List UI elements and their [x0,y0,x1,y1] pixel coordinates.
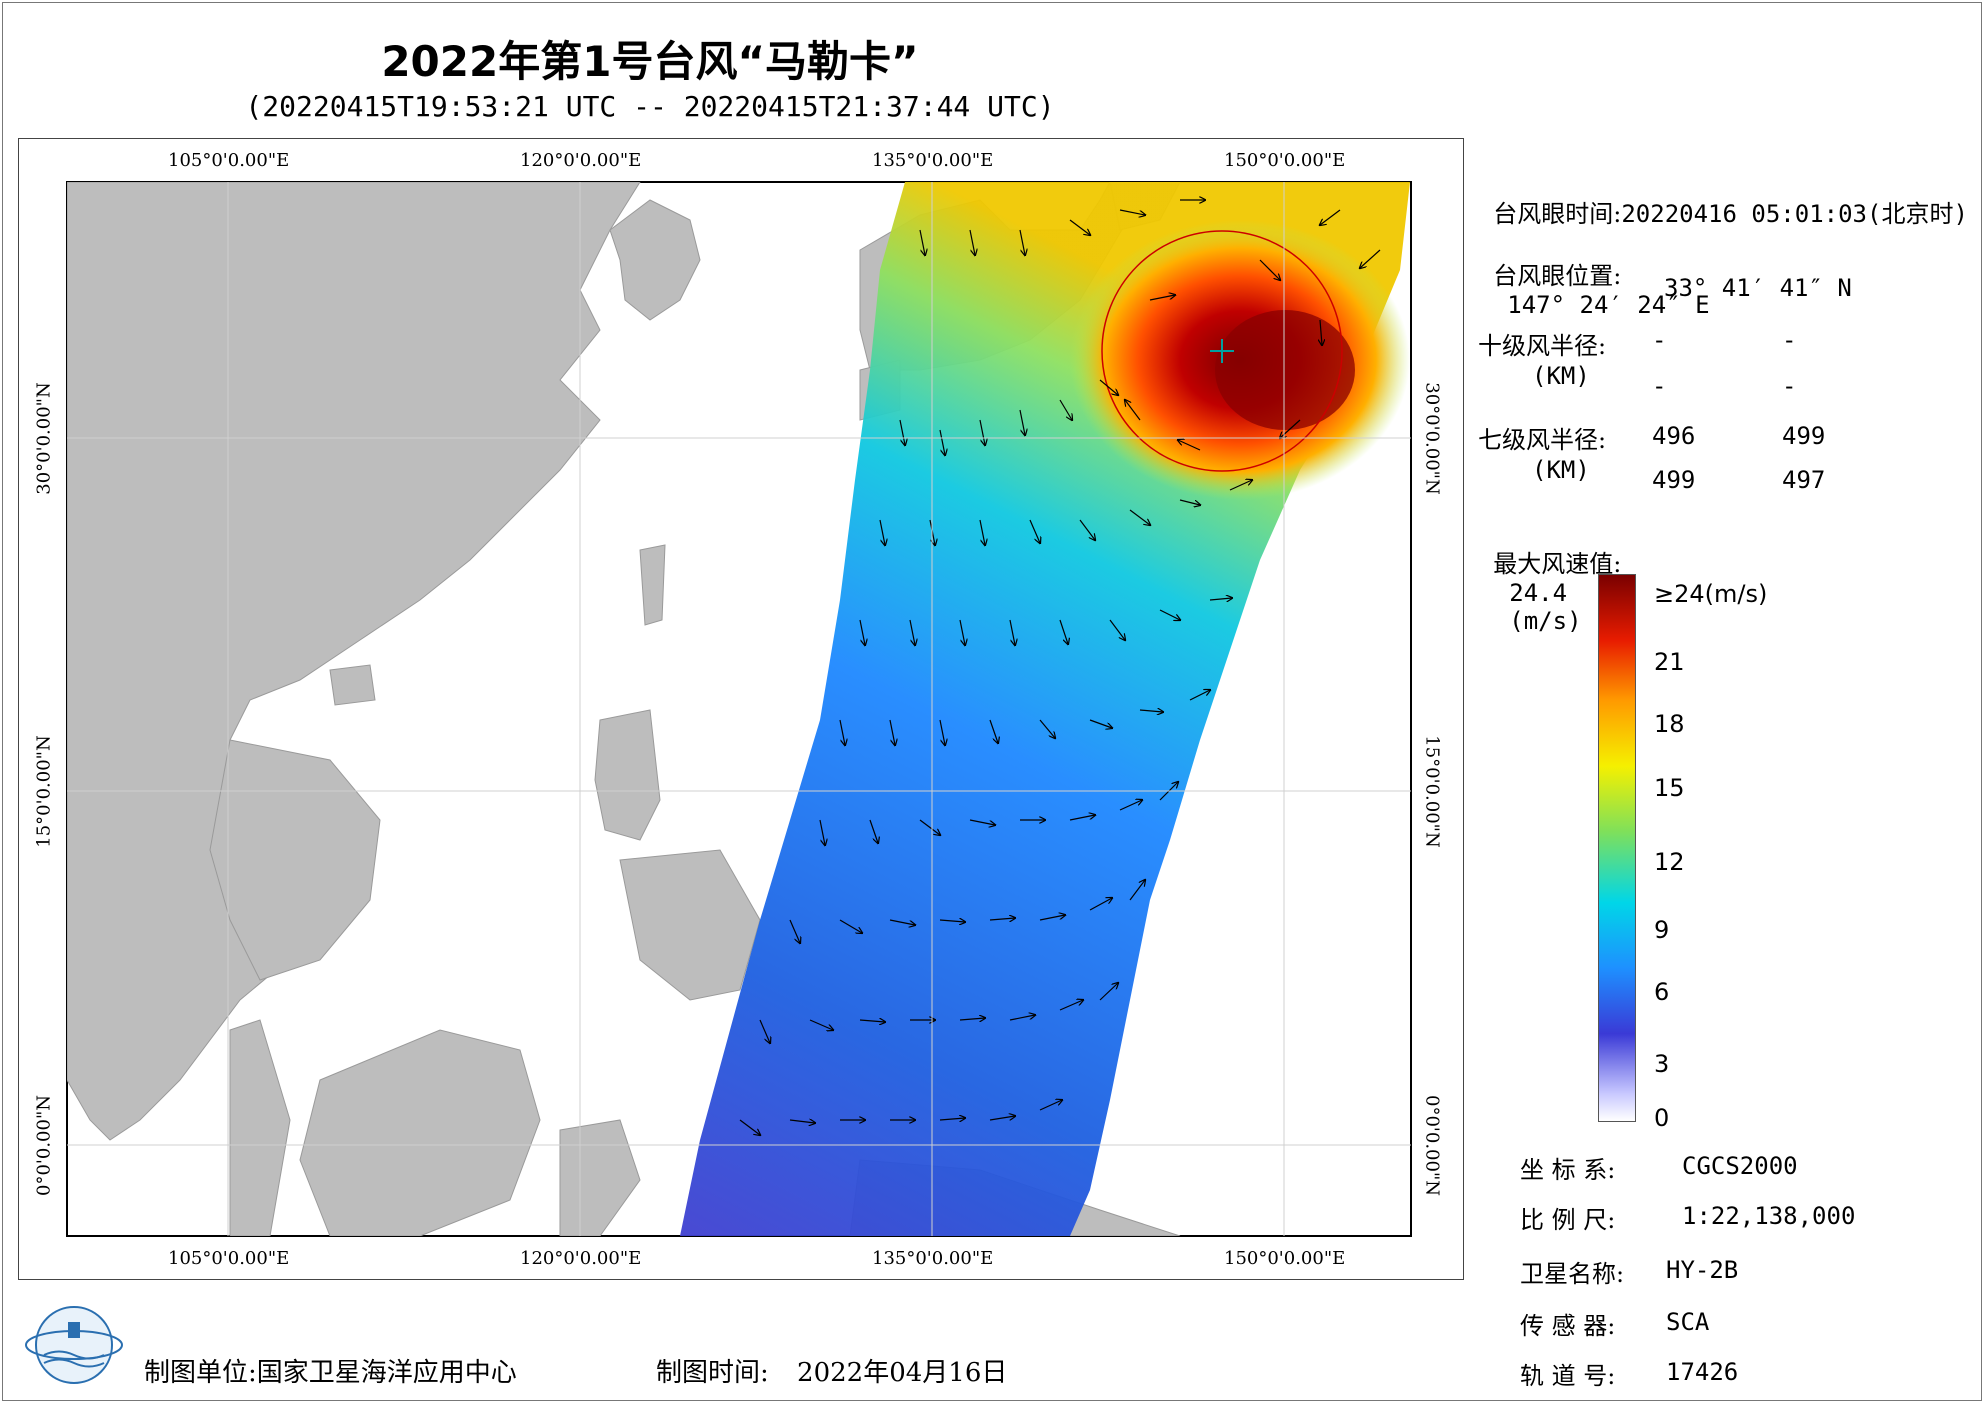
r10-value-ne: - [1652,326,1667,354]
map-maker-value: 国家卫星海洋应用中心 [256,1358,517,1388]
eye-time-row: 台风眼时间:20220416 05:01:03(北京时) [1478,166,1968,229]
r10-label: 十级风半径: [1478,332,1607,360]
crs-label: 坐 标 系: [1520,1156,1616,1184]
nsoas-logo-icon [25,1306,123,1384]
max-wind-label: 最大风速值: [1493,550,1622,578]
max-wind-value: 24.4 [1509,579,1568,607]
r7-value-se: 499 [1782,422,1826,450]
taiwan [639,544,666,626]
map-maker-row: 制图单位:国家卫星海洋应用中心 [144,1352,517,1389]
lon-label-top-150: 150°0'0.00"E [1224,150,1346,171]
r7-label: 七级风半径: [1478,426,1607,454]
wind-vectors [739,200,1381,1135]
eye-time-value: 20220416 05:01:03(北京时) [1621,200,1968,228]
lon-label-bottom-120: 120°0'0.00"E [520,1248,642,1269]
legend-tick-6: 6 [1654,978,1670,1006]
luzon [594,709,661,841]
lon-label-top-120: 120°0'0.00"E [520,150,642,171]
lat-label-left-15: 15°0'0.00"N [33,735,55,848]
sensor-label: 传 感 器: [1520,1312,1616,1340]
r10-value-sw: - [1652,372,1667,400]
lon-label-bottom-105: 105°0'0.00"E [168,1248,290,1269]
legend-tick-3: 3 [1654,1050,1670,1078]
max-wind-row: 最大风速值: 24.4 (m/s) [1478,516,1621,635]
asia-mainland [67,182,641,1141]
lat-label-right-15: 15°0'0.00"N [1421,735,1443,848]
legend-tick-9: 9 [1654,916,1670,944]
lat-label-right-0: 0°0'0.00"N [1421,1095,1443,1196]
eye-pos-row: 台风眼位置: 147° 24′ 24″ E [1478,228,1710,319]
satellite-value: HY-2B [1666,1256,1739,1284]
korea [609,199,701,321]
r10-value-nw: - [1782,372,1797,400]
legend-tick-12: 12 [1654,848,1685,876]
lon-label-top-105: 105°0'0.00"E [168,150,290,171]
r7-value-ne: 496 [1652,422,1696,450]
r10-unit: (KM) [1532,362,1590,390]
orbit-value: 17426 [1666,1358,1739,1386]
lat-label-left-30: 30°0'0.00"N [33,382,55,495]
lon-label-bottom-135: 135°0'0.00"E [872,1248,994,1269]
typhoon-red-core [1215,310,1355,430]
r7-unit: (KM) [1532,456,1590,484]
typhoon-eye-crosshair [1210,339,1234,363]
lat-label-right-30: 30°0'0.00"N [1421,382,1443,495]
scale-label: 比 例 尺: [1520,1206,1616,1234]
map-date-label: 制图时间: [656,1358,769,1388]
hainan [329,664,376,706]
legend-tick-0: 0 [1654,1104,1670,1132]
map-date-row: 制图时间: 2022年04月16日 [656,1352,1007,1389]
graticule [67,182,1411,1236]
eye-lon-value: 147° 24′ 24″ E [1507,291,1710,319]
sensor-value: SCA [1666,1308,1710,1336]
orbit-label: 轨 道 号: [1520,1362,1616,1390]
lon-label-bottom-150: 150°0'0.00"E [1224,1248,1346,1269]
borneo [299,1029,541,1236]
philippines-south [619,849,761,1001]
lon-label-top-135: 135°0'0.00"E [872,150,994,171]
legend-tick-18: 18 [1654,710,1685,738]
max-wind-unit: (m/s) [1509,607,1582,635]
satellite-label: 卫星名称: [1520,1260,1625,1288]
eye-pos-label: 台风眼位置: [1493,262,1622,290]
indochina [209,739,381,981]
crs-value: CGCS2000 [1682,1152,1798,1180]
map-title: 2022年第1号台风“马勒卡” [381,37,919,86]
r7-value-nw: 497 [1782,466,1826,494]
map-date-value: 2022年04月16日 [797,1358,1008,1388]
lat-label-left-0: 0°0'0.00"N [33,1095,55,1196]
legend-tick-24: ≥24(m/s) [1654,580,1768,608]
map-maker-label: 制图单位: [144,1358,257,1388]
r7-value-sw: 499 [1652,466,1696,494]
eye-time-label: 台风眼时间: [1493,200,1622,228]
r10-value-se: - [1782,326,1797,354]
map-subtitle: (20220415T19:53:21 UTC -- 20220415T21:37… [245,90,1055,123]
eye-lat-value: 33° 41′ 41″ N [1664,274,1852,302]
scale-value: 1:22,138,000 [1682,1202,1856,1230]
legend-tick-21: 21 [1654,648,1685,676]
malay-peninsula [229,1019,291,1236]
wind-speed-colorbar [1598,574,1636,1122]
seven-level-wind-radius-circle [1101,230,1343,472]
legend-tick-15: 15 [1654,774,1685,802]
